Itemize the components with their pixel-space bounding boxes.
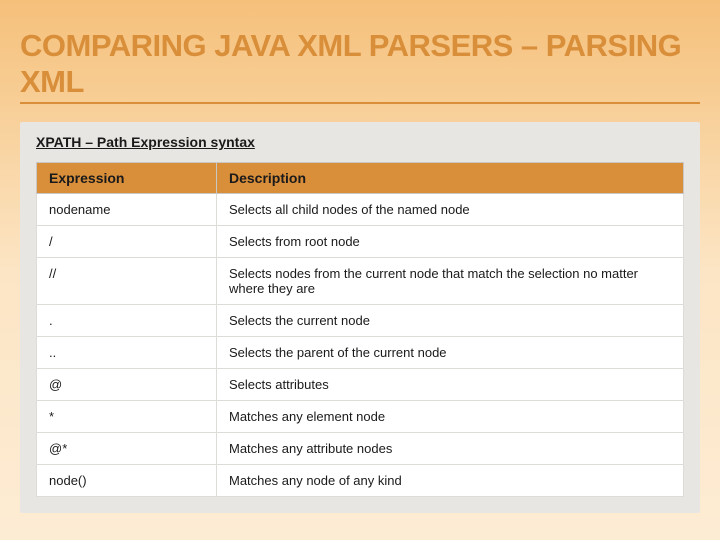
cell-description: Selects nodes from the current node that…: [217, 258, 684, 305]
cell-expression: //: [37, 258, 217, 305]
table-row: nodenameSelects all child nodes of the n…: [37, 194, 684, 226]
table-header-row: Expression Description: [37, 163, 684, 194]
cell-description: Matches any attribute nodes: [217, 433, 684, 465]
cell-expression: *: [37, 401, 217, 433]
cell-expression: @*: [37, 433, 217, 465]
cell-expression: .: [37, 305, 217, 337]
cell-expression: node(): [37, 465, 217, 497]
table-row: @*Matches any attribute nodes: [37, 433, 684, 465]
col-description: Description: [217, 163, 684, 194]
cell-expression: @: [37, 369, 217, 401]
cell-description: Matches any element node: [217, 401, 684, 433]
cell-description: Selects the parent of the current node: [217, 337, 684, 369]
page-title: COMPARING JAVA XML PARSERS – PARSING XML: [20, 28, 700, 104]
xpath-table: Expression Description nodenameSelects a…: [36, 162, 684, 497]
table-row: .Selects the current node: [37, 305, 684, 337]
cell-description: Matches any node of any kind: [217, 465, 684, 497]
subtitle: XPATH – Path Expression syntax: [36, 134, 684, 150]
table-row: ..Selects the parent of the current node: [37, 337, 684, 369]
cell-description: Selects the current node: [217, 305, 684, 337]
table-row: @Selects attributes: [37, 369, 684, 401]
table-row: node()Matches any node of any kind: [37, 465, 684, 497]
col-expression: Expression: [37, 163, 217, 194]
cell-description: Selects attributes: [217, 369, 684, 401]
cell-expression: /: [37, 226, 217, 258]
table-row: /Selects from root node: [37, 226, 684, 258]
cell-description: Selects all child nodes of the named nod…: [217, 194, 684, 226]
cell-expression: ..: [37, 337, 217, 369]
content-panel: XPATH – Path Expression syntax Expressio…: [20, 122, 700, 513]
table-row: //Selects nodes from the current node th…: [37, 258, 684, 305]
table-row: *Matches any element node: [37, 401, 684, 433]
cell-expression: nodename: [37, 194, 217, 226]
cell-description: Selects from root node: [217, 226, 684, 258]
